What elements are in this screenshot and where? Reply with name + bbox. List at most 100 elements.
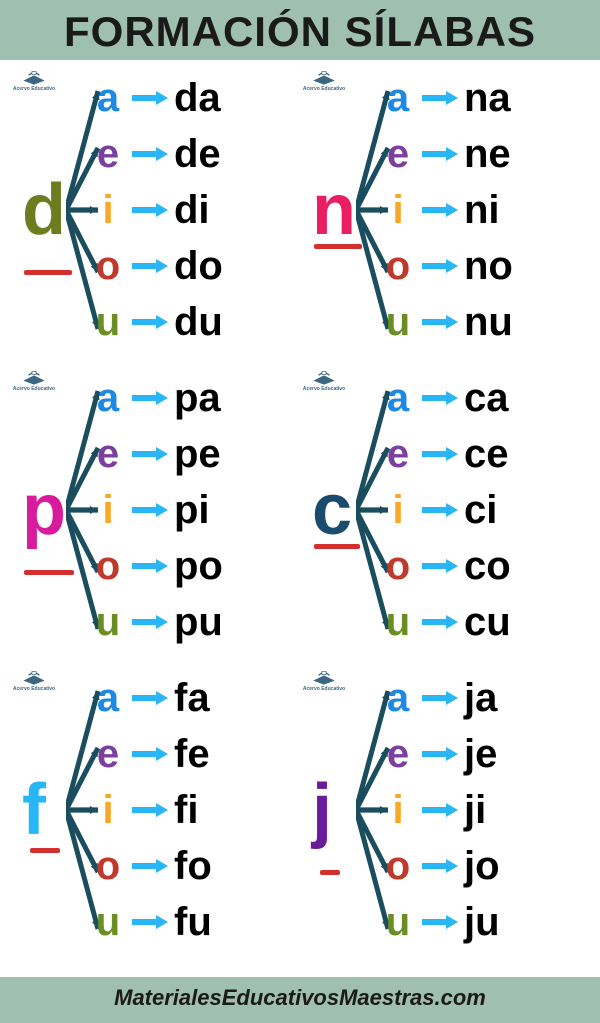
vowel-row: u nu bbox=[380, 298, 590, 346]
short-arrow bbox=[130, 200, 170, 220]
vowel-row: a ja bbox=[380, 674, 590, 722]
vowel-letter: u bbox=[90, 602, 126, 642]
short-arrow bbox=[420, 388, 460, 408]
short-arrow bbox=[130, 144, 170, 164]
syllable-text: ja bbox=[464, 678, 497, 718]
vowel-letter: u bbox=[380, 602, 416, 642]
vowel-row: e fe bbox=[90, 730, 300, 778]
footer-text: MaterialesEducativosMaestras.com bbox=[114, 985, 486, 1010]
arrow-icon bbox=[420, 500, 460, 520]
syllable-text: da bbox=[174, 78, 221, 118]
vowel-row: e ce bbox=[380, 430, 590, 478]
arrow-icon bbox=[130, 856, 170, 876]
vowel-letter: o bbox=[380, 546, 416, 586]
short-arrow bbox=[420, 744, 460, 764]
arrow-icon bbox=[130, 444, 170, 464]
vowel-letter: u bbox=[90, 902, 126, 942]
short-arrow bbox=[420, 800, 460, 820]
arrow-icon bbox=[420, 388, 460, 408]
vowel-letter: i bbox=[90, 790, 126, 830]
consonant-underline bbox=[30, 848, 60, 853]
vowel-row: a fa bbox=[90, 674, 300, 722]
arrow-icon bbox=[420, 688, 460, 708]
short-arrow bbox=[130, 500, 170, 520]
watermark-icon: Acervo Educativo bbox=[14, 664, 54, 694]
syllable-text: ce bbox=[464, 434, 509, 474]
syllable-text: co bbox=[464, 546, 511, 586]
short-arrow bbox=[130, 88, 170, 108]
vowel-row: i ci bbox=[380, 486, 590, 534]
short-arrow bbox=[130, 388, 170, 408]
arrow-icon bbox=[130, 312, 170, 332]
syllable-text: pe bbox=[174, 434, 221, 474]
watermark-icon: Acervo Educativo bbox=[304, 64, 344, 94]
syllable-block-f: Acervo Educativofa fae fei fio fou fu bbox=[10, 660, 300, 960]
syllable-grid: Acervo Educativoda dae dei dio dou du Ac… bbox=[0, 60, 600, 960]
vowel-row: o jo bbox=[380, 842, 590, 890]
watermark-label: Acervo Educativo bbox=[13, 686, 55, 692]
vowel-letter: a bbox=[90, 678, 126, 718]
syllable-text: de bbox=[174, 134, 221, 174]
vowel-row: u pu bbox=[90, 598, 300, 646]
syllable-block-n: Acervo Educativona nae nei nio nou nu bbox=[300, 60, 590, 360]
vowel-letter: a bbox=[90, 78, 126, 118]
vowel-row: e je bbox=[380, 730, 590, 778]
consonant-letter: p bbox=[22, 474, 66, 546]
syllable-text: fe bbox=[174, 734, 210, 774]
vowel-letter: e bbox=[90, 734, 126, 774]
watermark-icon: Acervo Educativo bbox=[14, 364, 54, 394]
vowel-row: i ni bbox=[380, 186, 590, 234]
arrow-icon bbox=[420, 612, 460, 632]
vowel-letter: o bbox=[90, 846, 126, 886]
short-arrow bbox=[130, 744, 170, 764]
vowel-row: i di bbox=[90, 186, 300, 234]
vowel-letter: e bbox=[90, 134, 126, 174]
syllable-text: ju bbox=[464, 902, 500, 942]
syllable-text: ne bbox=[464, 134, 511, 174]
vowel-letter: a bbox=[380, 378, 416, 418]
short-arrow bbox=[420, 556, 460, 576]
arrow-icon bbox=[130, 800, 170, 820]
arrow-icon bbox=[420, 88, 460, 108]
consonant-letter: n bbox=[312, 174, 356, 246]
short-arrow bbox=[130, 444, 170, 464]
vowel-letter: o bbox=[90, 246, 126, 286]
short-arrow bbox=[420, 144, 460, 164]
watermark-label: Acervo Educativo bbox=[303, 386, 345, 392]
watermark-icon: Acervo Educativo bbox=[304, 664, 344, 694]
watermark-label: Acervo Educativo bbox=[13, 86, 55, 92]
syllable-text: je bbox=[464, 734, 497, 774]
short-arrow bbox=[420, 88, 460, 108]
arrow-icon bbox=[130, 88, 170, 108]
arrow-icon bbox=[130, 744, 170, 764]
vowel-letter: o bbox=[90, 546, 126, 586]
short-arrow bbox=[420, 912, 460, 932]
arrow-icon bbox=[420, 444, 460, 464]
arrow-icon bbox=[130, 612, 170, 632]
short-arrow bbox=[130, 612, 170, 632]
syllable-text: ji bbox=[464, 790, 486, 830]
page-title: FORMACIÓN SÍLABAS bbox=[64, 8, 536, 55]
arrow-icon bbox=[420, 912, 460, 932]
syllable-text: no bbox=[464, 246, 513, 286]
vowel-letter: e bbox=[380, 734, 416, 774]
short-arrow bbox=[130, 312, 170, 332]
vowel-row: o po bbox=[90, 542, 300, 590]
syllable-text: di bbox=[174, 190, 210, 230]
arrow-icon bbox=[420, 556, 460, 576]
page-header: FORMACIÓN SÍLABAS bbox=[0, 0, 600, 60]
syllable-block-c: Acervo Educativoca cae cei cio cou cu bbox=[300, 360, 590, 660]
consonant-letter: j bbox=[312, 774, 332, 846]
syllable-text: fu bbox=[174, 902, 212, 942]
vowel-letter: o bbox=[380, 246, 416, 286]
vowel-letter: i bbox=[380, 790, 416, 830]
vowel-row: i fi bbox=[90, 786, 300, 834]
consonant-underline bbox=[314, 244, 362, 249]
short-arrow bbox=[130, 556, 170, 576]
syllable-text: fi bbox=[174, 790, 198, 830]
vowel-row: i ji bbox=[380, 786, 590, 834]
vowel-row: a pa bbox=[90, 374, 300, 422]
syllable-text: pa bbox=[174, 378, 221, 418]
syllable-text: fa bbox=[174, 678, 210, 718]
arrow-icon bbox=[130, 388, 170, 408]
